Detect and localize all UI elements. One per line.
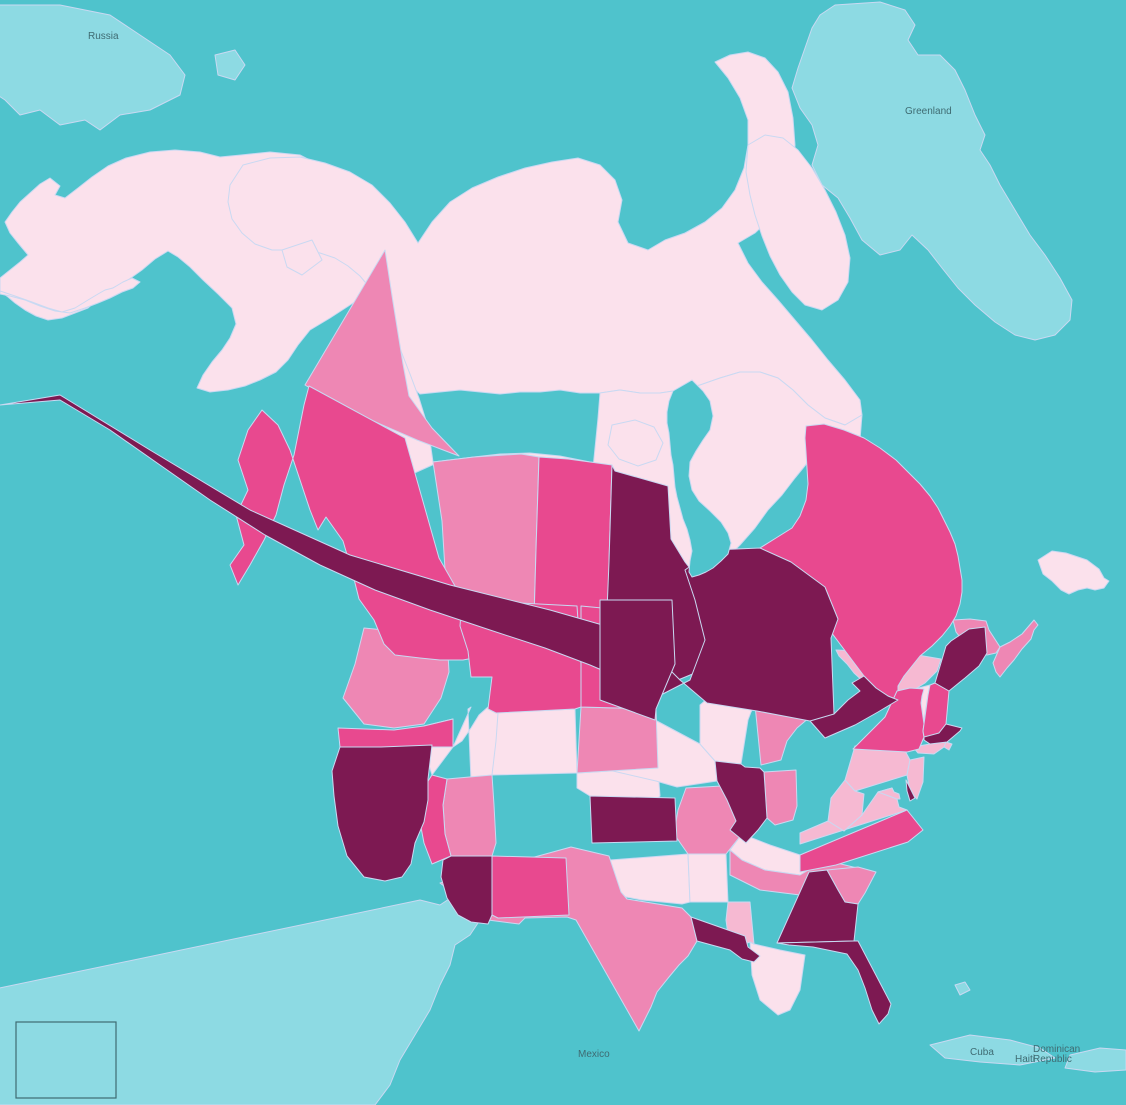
svg-text:Cuba: Cuba xyxy=(970,1047,994,1058)
svg-text:Haiti: Haiti xyxy=(1015,1054,1035,1065)
svg-text:Greenland: Greenland xyxy=(905,106,952,117)
svg-text:Mexico: Mexico xyxy=(578,1049,610,1060)
svg-text:Republic: Republic xyxy=(1033,1054,1072,1065)
svg-text:Russia: Russia xyxy=(88,31,119,42)
